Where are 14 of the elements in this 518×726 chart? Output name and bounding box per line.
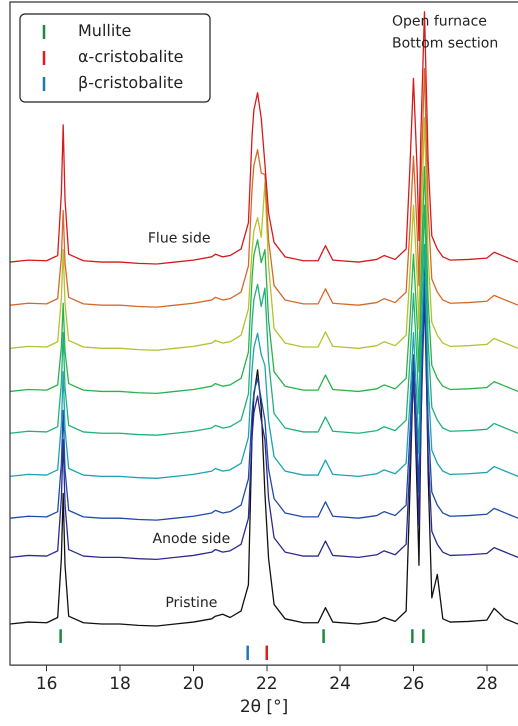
- annotation: Flue side: [148, 230, 210, 246]
- x-tick-label: 26: [402, 674, 424, 694]
- annotation: Pristine: [165, 595, 218, 612]
- x-tick-label: 28: [476, 674, 498, 694]
- x-tick-label: 16: [36, 674, 58, 694]
- legend-label: α-cristobalite: [78, 47, 184, 66]
- x-tick-label: 22: [256, 674, 278, 694]
- x-tick-label: 24: [329, 674, 351, 694]
- legend-label: β-cristobalite: [78, 73, 184, 92]
- annotation: Anode side: [152, 530, 230, 547]
- x-axis-title: 2θ [°]: [240, 697, 288, 718]
- legend-label: Mullite: [78, 21, 132, 40]
- x-tick-label: 20: [182, 674, 204, 694]
- x-tick-label: 18: [109, 674, 131, 694]
